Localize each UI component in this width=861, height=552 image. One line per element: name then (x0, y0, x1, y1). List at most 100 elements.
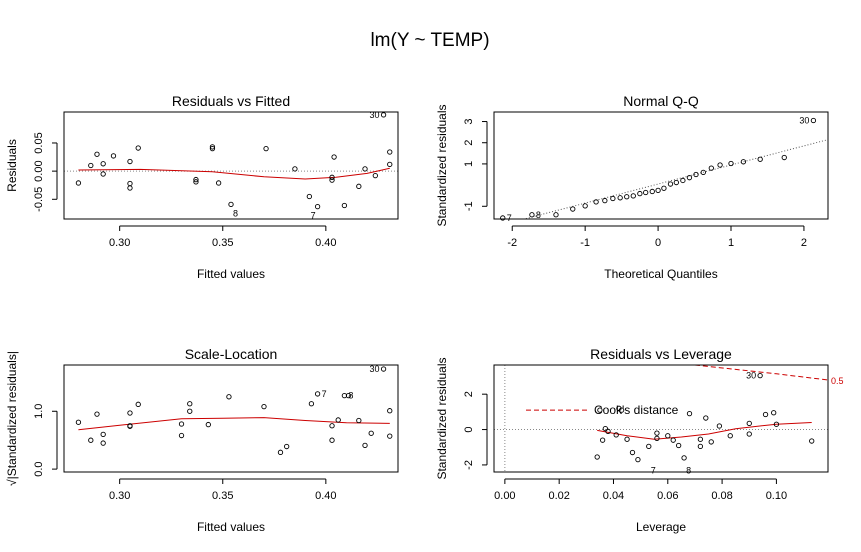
data-point (665, 433, 671, 439)
panel-residuals-vs-fitted: Residuals vs Fitted 0.30 0.35 0.40 Fitted va… (5, 93, 399, 281)
point-label: 30 (799, 115, 809, 125)
data-point (277, 449, 284, 455)
x-tick-label: -2 (507, 237, 517, 249)
data-point (329, 437, 335, 443)
x-tick-label: 1 (728, 237, 734, 249)
data-point (368, 430, 374, 436)
data-point (629, 449, 636, 456)
data-point (193, 179, 199, 185)
y-tick-label: 2 (463, 391, 475, 397)
data-point (209, 145, 216, 152)
point-label: 8 (686, 465, 691, 475)
data-point (88, 437, 94, 443)
data-point (809, 438, 815, 444)
data-point (624, 194, 630, 200)
x-tick-label: 0.40 (315, 490, 336, 502)
data-point (380, 112, 387, 118)
y-tick-label: 1.0 (33, 404, 45, 419)
point-label: 30 (746, 371, 756, 381)
data-point (708, 165, 714, 171)
plot-frame (63, 111, 399, 220)
y-tick-label: 0.0 (33, 461, 45, 476)
data-point (314, 203, 321, 210)
data-point (372, 172, 378, 179)
data-point (757, 156, 763, 162)
data-point (605, 428, 611, 434)
data-point (637, 190, 643, 197)
data-point (781, 154, 787, 161)
data-point (654, 430, 660, 436)
data-point (127, 158, 133, 165)
data-point (697, 436, 704, 442)
data-point (329, 423, 335, 429)
data-point (127, 180, 133, 187)
data-point (387, 433, 393, 439)
plot-frame (493, 111, 829, 220)
data-point (810, 117, 817, 124)
data-point (331, 154, 337, 160)
x-axis-label: Theoretical Quantiles (604, 267, 717, 281)
x-tick-label: 0.10 (766, 490, 787, 502)
cooks-distance-contour (694, 365, 828, 381)
x-tick-label: 0.02 (548, 490, 569, 502)
data-point (594, 454, 600, 460)
data-point (762, 411, 769, 418)
panel-normal-qq: Normal Q-Q -2 -1 0 1 2 Theoretical Quantiles -1… (435, 93, 829, 281)
x-tick-label: 2 (801, 237, 807, 249)
data-point (362, 442, 368, 449)
data-point (75, 180, 82, 186)
x-tick-label: 0.35 (212, 237, 233, 249)
data-point (205, 421, 211, 428)
legend-label: Cook's distance (594, 403, 679, 417)
data-point (362, 166, 368, 172)
data-point (100, 440, 106, 446)
data-point (178, 421, 185, 427)
data-point (329, 174, 335, 180)
data-point (387, 161, 393, 168)
point-label: 8 (536, 210, 541, 220)
x-axis-label: Fitted values (197, 520, 265, 534)
data-point (676, 442, 682, 449)
point-label: 7 (507, 213, 512, 223)
data-point (643, 189, 649, 196)
y-tick-label: 1 (463, 161, 475, 167)
data-point (178, 432, 185, 439)
x-tick-label: 0.35 (212, 490, 233, 502)
y-axis-label: √|Standardized residuals| (5, 351, 19, 486)
data-point (500, 215, 506, 221)
data-point (193, 176, 199, 183)
data-point (127, 423, 133, 429)
point-label: 7 (311, 211, 316, 221)
x-axis-label: Leverage (636, 520, 686, 534)
plot-title: Residuals vs Leverage (590, 346, 732, 362)
data-point (94, 151, 100, 157)
data-point (356, 183, 362, 189)
data-point (602, 426, 608, 432)
data-point (597, 407, 603, 413)
data-point (570, 206, 576, 212)
data-point (335, 417, 341, 423)
smoother-line (78, 167, 390, 180)
smoother-line (78, 417, 390, 431)
data-point (740, 159, 747, 165)
y-axis-label: Standardized residuals (435, 357, 449, 479)
data-point (284, 443, 290, 450)
data-point (308, 401, 315, 407)
data-point (617, 195, 623, 201)
y-tick-label: 0.05 (33, 132, 45, 153)
data-point (599, 437, 606, 443)
x-tick-label: -1 (580, 237, 590, 249)
data-point (661, 185, 667, 191)
data-point (356, 417, 362, 424)
data-point (727, 433, 733, 439)
data-point (110, 153, 117, 159)
x-tick-label: 0.30 (109, 237, 130, 249)
data-point (135, 401, 141, 407)
plot-frame (493, 364, 829, 473)
plot-title: Residuals vs Fitted (172, 93, 290, 109)
point-label: 30 (370, 364, 380, 374)
data-point (215, 180, 222, 186)
x-tick-label: 0.06 (657, 490, 678, 502)
x-tick-label: 0.40 (315, 237, 336, 249)
data-point (686, 175, 693, 181)
